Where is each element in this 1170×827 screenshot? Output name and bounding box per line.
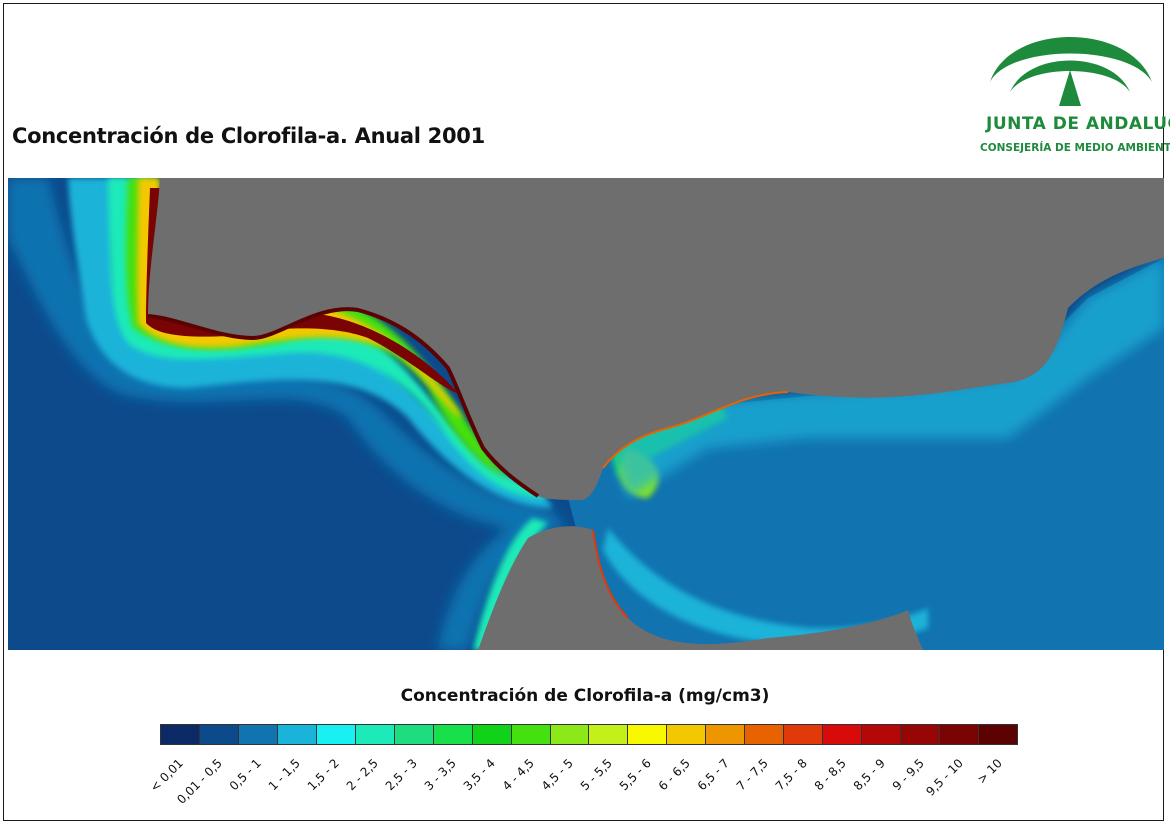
map-title: Concentración de Clorofila-a. Anual 2001 [12, 124, 485, 148]
legend-label: 5,5 - 6 [617, 756, 655, 794]
legend-label: > 10 [974, 756, 1006, 787]
legend-swatch [745, 725, 785, 744]
legend-label: 8 - 8,5 [812, 756, 850, 794]
legend-label: 2 - 2,5 [344, 756, 382, 794]
mediterranean-sea [568, 258, 1164, 650]
legend-label: 3 - 3,5 [422, 756, 460, 794]
legend-label: 1 - 1,5 [266, 756, 304, 794]
legend-label: 3,5 - 4 [461, 756, 499, 794]
legend-label: 1,5 - 2 [305, 756, 343, 794]
legend-swatch [472, 725, 512, 744]
shelf-band-inner [108, 178, 548, 498]
legend-swatch [667, 725, 707, 744]
legend-label: 6,5 - 7 [695, 756, 733, 794]
legend-swatch [433, 725, 473, 744]
legend-swatch [706, 725, 746, 744]
legend-swatch [394, 725, 434, 744]
logo-emblem-icon [990, 37, 1152, 106]
legend-label: 9,5 - 10 [923, 756, 967, 799]
med-shelf-band [608, 258, 1164, 498]
legend-swatch [901, 725, 941, 744]
legend-label: 8,5 - 9 [851, 756, 889, 794]
legend-swatch [550, 725, 590, 744]
legend-label: 4,5 - 5 [539, 756, 577, 794]
legend-label: 5 - 5,5 [578, 756, 616, 794]
legend-label: 4 - 4,5 [500, 756, 538, 794]
legend-swatch [355, 725, 395, 744]
north-africa [478, 526, 923, 650]
legend-label: 7 - 7,5 [734, 756, 772, 794]
logo-name: JUNTA DE ANDALUCIA [986, 114, 1170, 134]
coastal-band-high [146, 188, 458, 393]
legend-swatch [784, 725, 824, 744]
legend-swatch [940, 725, 980, 744]
legend-swatch [238, 725, 278, 744]
legend-swatch [589, 725, 629, 744]
legend-swatch [316, 725, 356, 744]
alboran-south-band [603, 528, 928, 645]
legend-swatch [161, 725, 200, 744]
coastline-ceuta [592, 529, 629, 619]
legend-title: Concentración de Clorofila-a (mg/cm3) [400, 686, 770, 706]
junta-andalucia-logo: JUNTA DE ANDALUCIA CONSEJERÍA DE MEDIO A… [980, 12, 1170, 162]
legend-label: 9 - 9,5 [890, 756, 928, 794]
map-canvas [8, 178, 1164, 650]
legend-swatch [199, 725, 239, 744]
legend-label: 6 - 6,5 [656, 756, 694, 794]
coastline-high-chl [147, 307, 540, 498]
legend-swatch [823, 725, 863, 744]
legend-swatch [862, 725, 902, 744]
legend-swatch [511, 725, 551, 744]
iberian-peninsula [148, 178, 1164, 500]
logo-subtitle: CONSEJERÍA DE MEDIO AMBIENTE [980, 142, 1170, 154]
color-legend-bar [160, 724, 1018, 745]
legend-swatch [628, 725, 668, 744]
legend-swatch [979, 725, 1017, 744]
legend-swatch [277, 725, 317, 744]
legend-label: 0,5 - 1 [227, 756, 265, 794]
legend-label: 7,5 - 8 [773, 756, 811, 794]
chlorophyll-map [8, 178, 1164, 650]
coastline-med-north [602, 391, 789, 469]
legend-label: 2,5 - 3 [383, 756, 421, 794]
